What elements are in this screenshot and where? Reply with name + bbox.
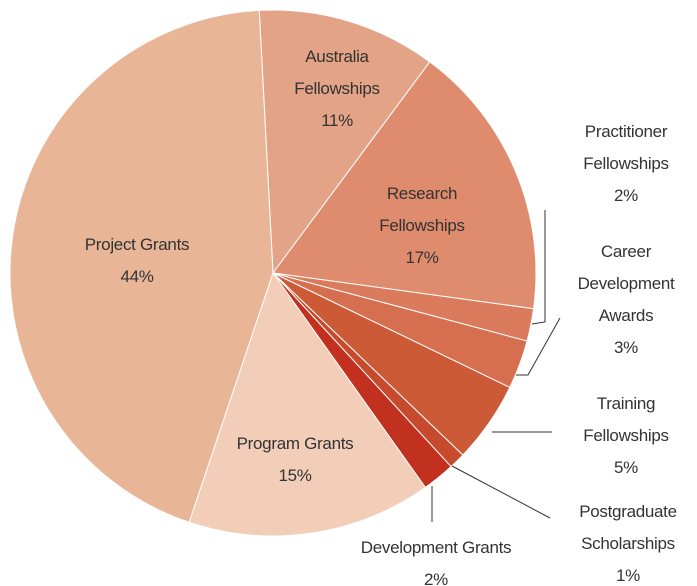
leader-line (516, 317, 561, 376)
category-name: Australia Fellowships (294, 47, 380, 98)
pie-slice (272, 61, 537, 310)
category-name: Practitioner Fellowships (583, 122, 669, 173)
slice-label: Program Grants 15% (205, 428, 385, 492)
pie-slice (188, 271, 427, 537)
value-label: 44% (120, 267, 154, 286)
category-name: Development Grants (360, 538, 512, 557)
slice-label: Research Fellowships 17% (352, 178, 492, 274)
value-label: 17% (405, 248, 439, 267)
value-label: 2% (614, 186, 638, 205)
slice-label: Career Development Awards 3% (571, 236, 681, 364)
value-label: 1% (616, 566, 640, 585)
value-label: 15% (278, 466, 312, 485)
category-name: Training Fellowships (583, 394, 669, 445)
category-name: Career Development Awards (577, 242, 675, 325)
slice-label: Australia Fellowships 11% (277, 41, 397, 137)
value-label: 3% (614, 338, 638, 357)
category-name: Program Grants (236, 434, 354, 453)
slice-label: Postgraduate Scholarships 1% (563, 496, 693, 586)
slice-label: Training Fellowships 5% (566, 388, 686, 484)
leader-line (531, 210, 546, 325)
slice-label: Project Grants 44% (57, 229, 217, 293)
category-name: Postgraduate Scholarships (579, 502, 677, 553)
value-label: 5% (614, 458, 638, 477)
category-name: Project Grants (84, 235, 190, 254)
pie-slice (258, 9, 431, 275)
slice-label: Development Grants 2% (326, 532, 546, 586)
category-name: Research Fellowships (379, 184, 465, 235)
value-label: 2% (424, 570, 448, 586)
leader-line (451, 465, 551, 519)
value-label: 11% (321, 111, 353, 130)
pie-slice (9, 9, 274, 523)
slice-label: Practitioner Fellowships 2% (566, 116, 686, 212)
